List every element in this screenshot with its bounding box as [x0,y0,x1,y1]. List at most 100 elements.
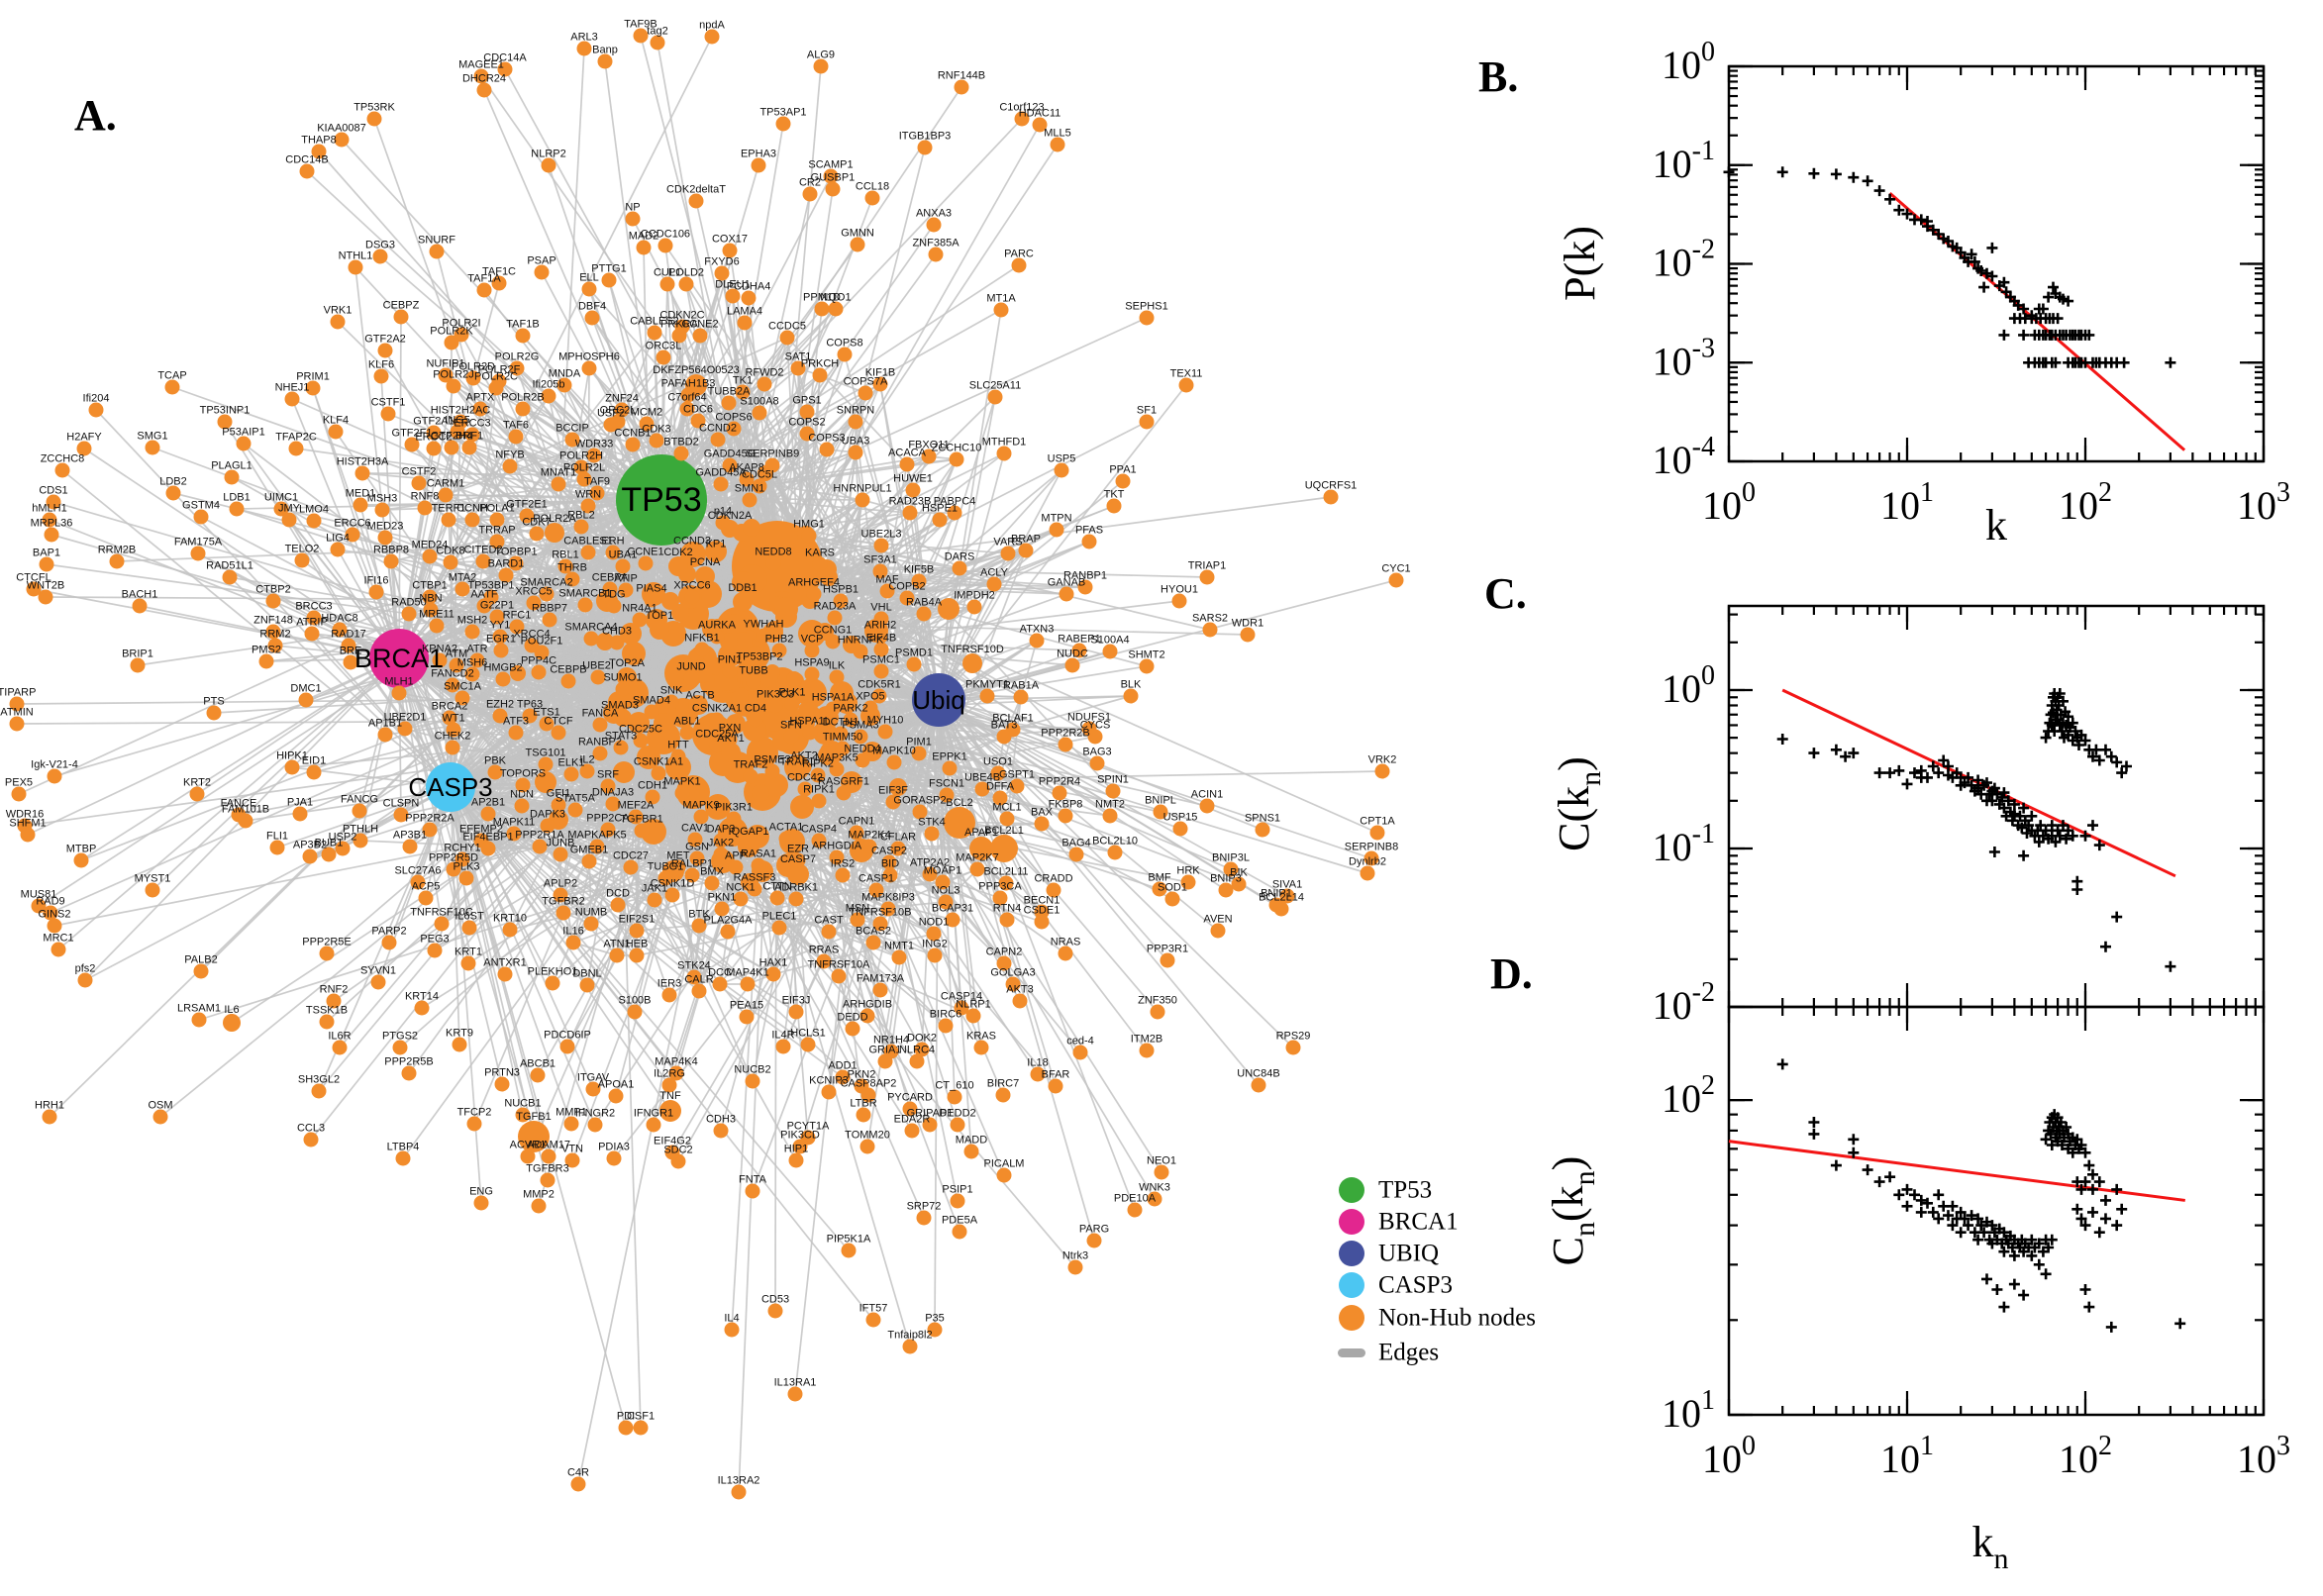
network-node [926,217,942,233]
network-node [1049,522,1064,538]
network-node [1102,644,1118,659]
network-node [873,663,889,679]
network-node [444,335,459,350]
network-node [886,754,902,770]
network-edge [450,786,774,975]
network-node [581,281,597,297]
network-node [1029,633,1045,648]
network-node [1171,593,1187,609]
network-edge [980,729,1014,849]
network-edge [450,786,850,1251]
network-node [1210,923,1226,939]
network-node [1089,755,1105,771]
network-node [476,282,492,298]
network-node [813,58,829,74]
network-node [902,505,918,521]
network-edge [1020,640,1038,698]
network-node [1164,891,1180,907]
network-node [1360,865,1375,881]
network-node [966,599,982,615]
network-node [814,301,830,317]
network-edge [819,147,926,565]
network-node [827,610,843,626]
network-node [993,302,1009,318]
network-edge [483,89,662,501]
network-node [942,760,958,776]
network-node [1160,952,1175,968]
network-node [330,314,346,330]
network-node [366,111,382,127]
network-node [650,35,665,50]
network-edge [778,908,889,929]
network-edge [786,337,908,465]
network-node [284,391,300,407]
network-node [1013,689,1029,705]
network-node [909,1053,925,1069]
network-node [906,656,922,672]
network-edge [805,534,988,697]
network-node [1034,816,1050,832]
network-edge [678,335,760,487]
network-node [1064,657,1080,673]
network-node [164,379,180,395]
network-node [891,949,907,965]
network-node [979,688,995,704]
network-node [1123,688,1139,704]
network-edge [436,625,452,788]
network-node [924,826,940,842]
network-node [873,538,889,553]
network-edge [772,927,780,975]
network-node [597,53,613,69]
network-edge [539,846,774,975]
network-node [917,140,933,155]
network-node [996,446,1012,461]
network-node [774,597,798,621]
network-node [1068,847,1084,862]
network-node [657,238,673,253]
network-edge [590,829,609,925]
network-node [899,456,915,472]
network-node [1139,1043,1155,1058]
network-node [1323,489,1339,505]
network-node [742,492,758,508]
network-node [678,276,694,292]
network-node [673,446,689,461]
network-node [1172,821,1188,837]
network-edge [776,144,1059,567]
network-node [348,259,363,275]
network-node [949,451,964,467]
network-node [965,1008,981,1024]
network-node [928,247,944,262]
network-node [952,560,967,576]
network-node [1240,627,1256,643]
network-edge [311,633,452,788]
network-node [659,276,675,292]
network-node [429,244,445,259]
network-node [825,181,841,197]
network-node [1000,546,1016,561]
network-edge [662,356,689,396]
network-node [996,729,1012,745]
network-node [757,376,772,392]
network-node [334,132,350,148]
network-node [1199,798,1215,814]
network-node [1105,783,1121,799]
network-node [828,301,844,317]
network-edge [836,593,1067,678]
network-node [1199,569,1215,585]
network-node [1139,414,1155,430]
network-edge [776,565,1378,834]
network-edge [309,786,452,857]
network-node [446,378,461,394]
network-edge [361,472,662,501]
network-node [1011,257,1027,273]
network-node [692,328,708,344]
network-edge [819,496,1332,565]
network-node [848,445,863,460]
network-edge [776,565,1159,1013]
network-edge [855,383,881,423]
network-node [601,272,617,288]
network-node [1374,763,1390,779]
network-node [625,437,641,452]
